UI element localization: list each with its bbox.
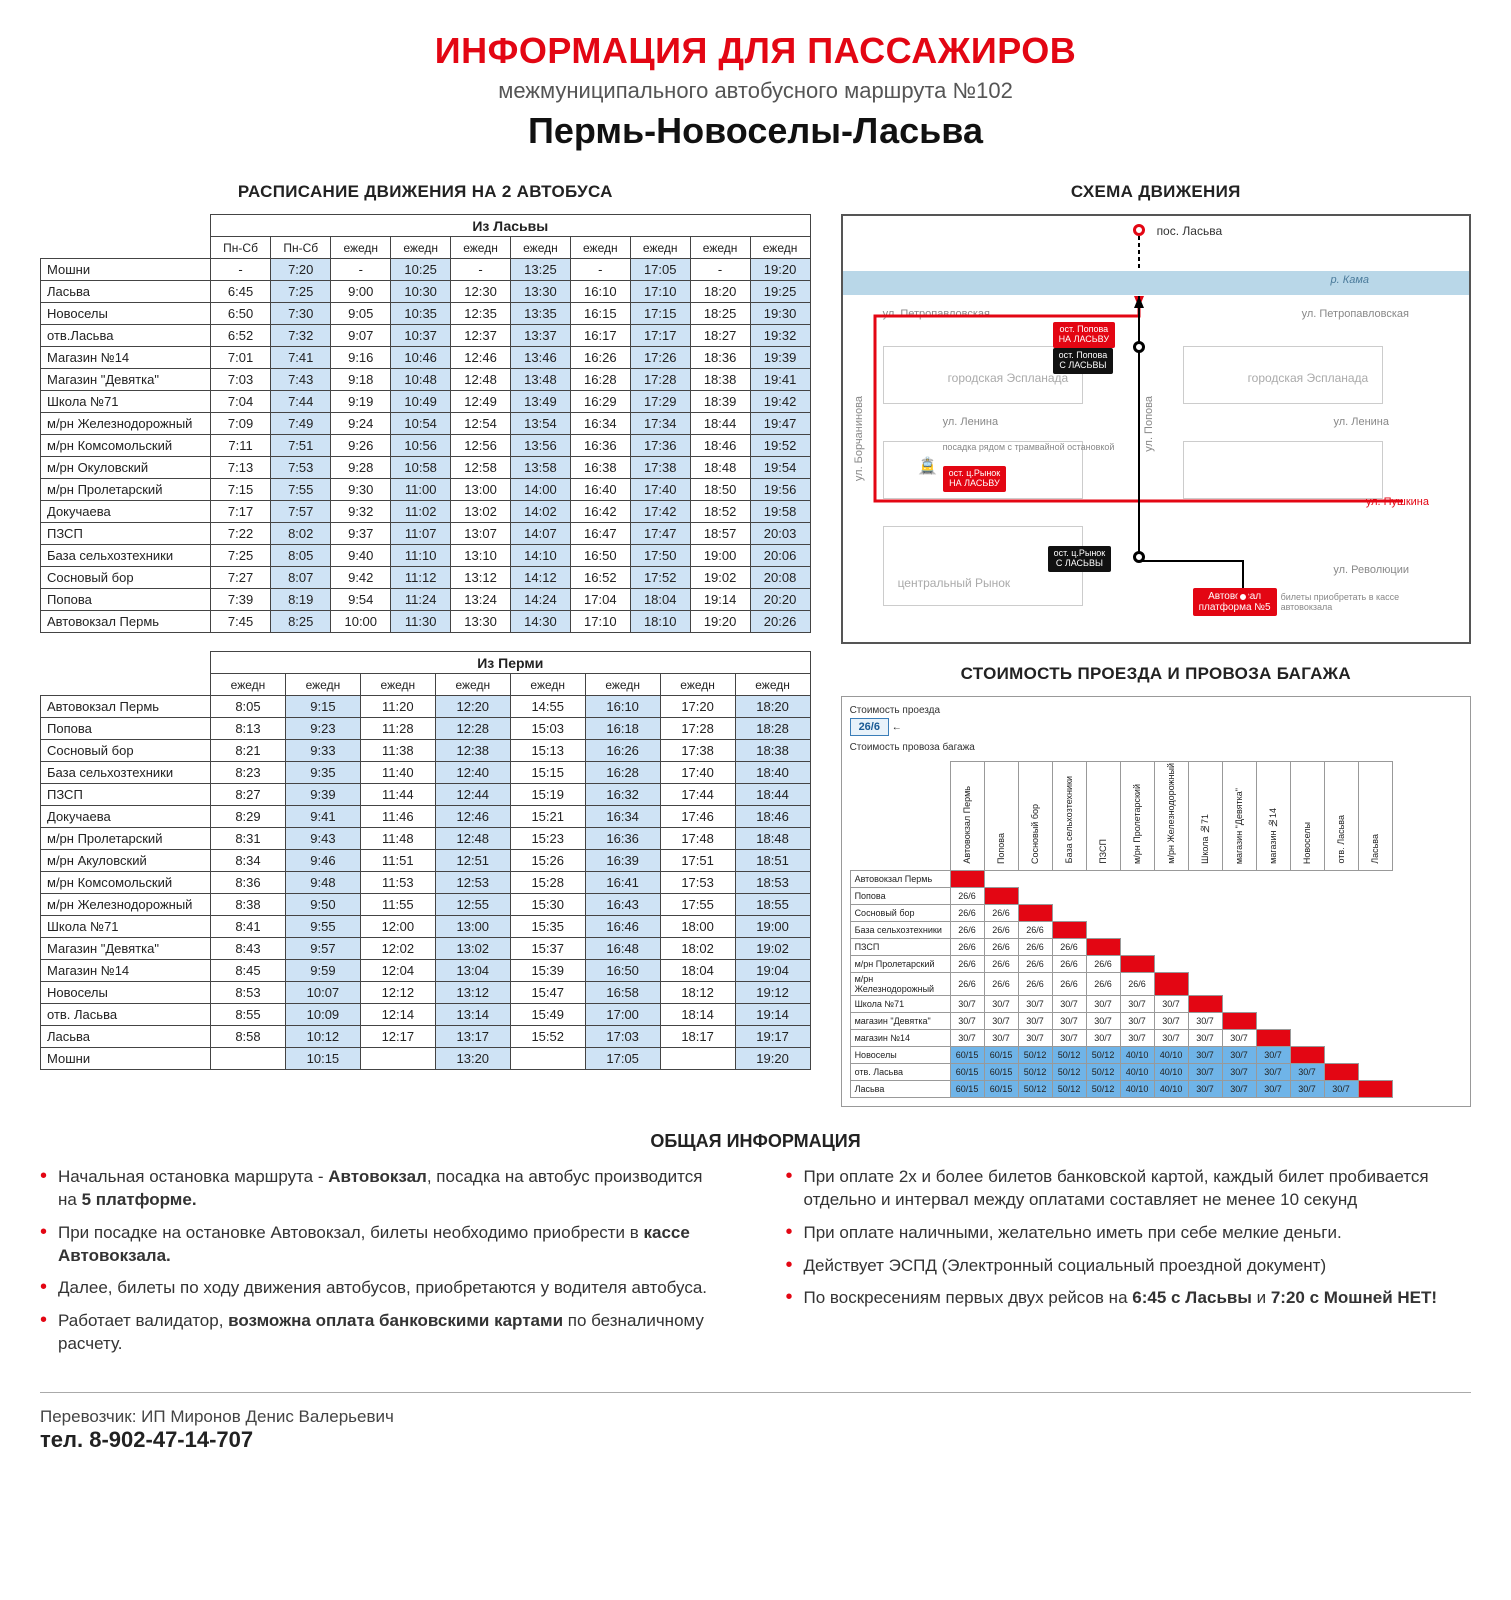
badge-rynok-to: ост. ц.Рынок НА ЛАСЬВУ (943, 466, 1007, 492)
map-title: СХЕМА ДВИЖЕНИЯ (841, 182, 1471, 202)
info-item: При оплате 2х и более билетов банковской… (786, 1166, 1472, 1212)
info-item: При посадке на остановке Автовокзал, бил… (40, 1222, 726, 1268)
info-item: При оплате наличными, желательно иметь п… (786, 1222, 1472, 1245)
route-name: Пермь-Новоселы-Ласьва (40, 110, 1471, 152)
info-item: Работает валидатор, возможна оплата банк… (40, 1310, 726, 1356)
badge-popova-from: ост. Попова С ЛАСЬВЫ (1053, 348, 1114, 374)
timetable-from-lasva: Из ЛасьвыПн-СбПн-Сбежеднежеднежеднежедне… (40, 214, 811, 633)
badge-popova-to: ост. Попова НА ЛАСЬВУ (1053, 322, 1116, 348)
footer: Перевозчик: ИП Миронов Денис Валерьевич … (40, 1392, 1471, 1453)
schedule-title: РАСПИСАНИЕ ДВИЖЕНИЯ НА 2 АВТОБУСА (40, 182, 811, 202)
timetable-from-perm: Из Пермиежеднежеднежеднежеднежеднежеднеж… (40, 651, 811, 1070)
badge-avtovokzal: Автовокзал платформа №5 (1193, 588, 1277, 616)
footer-tel: 8-902-47-14-707 (89, 1427, 253, 1452)
page-title: ИНФОРМАЦИЯ ДЛЯ ПАССАЖИРОВ (40, 30, 1471, 72)
info-item: Действует ЭСПД (Электронный социальный п… (786, 1255, 1472, 1278)
badge-rynok-from: ост. ц.Рынок С ЛАСЬВЫ (1048, 546, 1112, 572)
fare-matrix-box: Стоимость проезда 26/6 ← Стоимость прово… (841, 696, 1471, 1107)
fare-title: СТОИМОСТЬ ПРОЕЗДА И ПРОВОЗА БАГАЖА (841, 664, 1471, 684)
page-subtitle: межмуниципального автобусного маршрута №… (40, 78, 1471, 104)
general-info: Начальная остановка маршрута - Автовокза… (40, 1166, 1471, 1367)
fare-price-key: 26/6 (850, 718, 889, 736)
info-item: Далее, билеты по ходу движения автобусов… (40, 1277, 726, 1300)
map-poselok: пос. Ласьва (1157, 224, 1223, 238)
general-info-title: ОБЩАЯ ИНФОРМАЦИЯ (40, 1131, 1471, 1152)
info-item: По воскресениям первых двух рейсов на 6:… (786, 1287, 1472, 1310)
route-map: пос. Ласьва р. Кама ул. Петропавловская … (841, 214, 1471, 644)
info-item: Начальная остановка маршрута - Автовокза… (40, 1166, 726, 1212)
footer-carrier: Перевозчик: ИП Миронов Денис Валерьевич (40, 1407, 1471, 1427)
fare-matrix: Автовокзал ПермьПоповаСосновый борБаза с… (850, 761, 1393, 1098)
